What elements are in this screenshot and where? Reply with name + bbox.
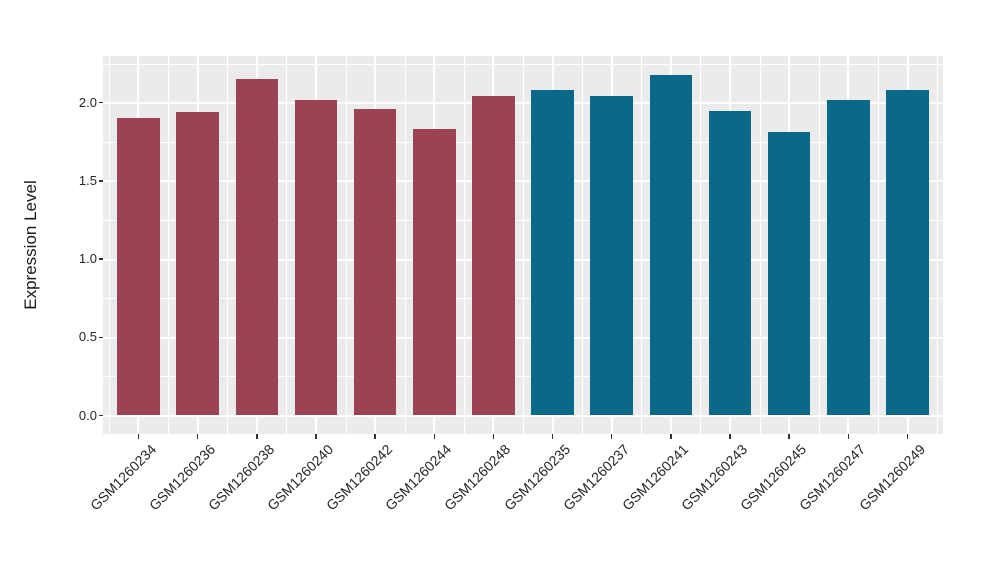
x-tick-mark [847, 434, 850, 439]
major-gridline-y [103, 180, 943, 183]
bar-GSM1260249 [886, 90, 929, 416]
minor-gridline-x [286, 56, 288, 434]
y-tick-mark [98, 258, 103, 260]
x-tick-mark [374, 434, 376, 439]
minor-gridline-x [582, 56, 584, 434]
bar-GSM1260237 [590, 96, 633, 416]
bar-GSM1260238 [235, 79, 279, 416]
minor-gridline-x [404, 56, 406, 434]
y-tick-mark [98, 101, 103, 104]
bar-GSM1260241 [649, 74, 693, 416]
major-gridline-y [103, 102, 943, 105]
minor-gridline-x [227, 56, 229, 434]
bar-GSM1260242 [353, 108, 397, 416]
minor-gridline-x [877, 56, 879, 434]
y-tick-mark [98, 336, 103, 339]
x-tick-mark [729, 434, 731, 439]
y-tick-label: 2.0 [78, 94, 97, 110]
minor-gridline-x [108, 56, 110, 434]
bar-GSM1260235 [531, 90, 574, 416]
y-tick-label: 1.5 [78, 172, 97, 188]
bar-GSM1260247 [827, 99, 870, 416]
x-tick-mark [906, 434, 909, 439]
major-gridline-y [103, 336, 943, 339]
plot-panel [103, 56, 943, 434]
minor-gridline-x [523, 56, 524, 434]
minor-gridline-x [168, 56, 170, 434]
bar-GSM1260236 [176, 112, 219, 416]
x-tick-mark [137, 434, 140, 439]
x-tick-mark [433, 434, 436, 439]
x-tick-mark [670, 434, 672, 439]
y-tick-label: 1.0 [78, 251, 97, 267]
y-axis-title: Expression Level [21, 180, 40, 310]
minor-gridline-x [818, 56, 820, 434]
minor-gridline-x [345, 56, 347, 434]
minor-gridline-x [463, 56, 465, 434]
x-tick-mark [492, 434, 495, 439]
x-tick-label: GSM1260249 [855, 441, 928, 514]
bar-GSM1260245 [767, 132, 811, 416]
x-tick-mark [196, 434, 199, 439]
x-tick-mark [788, 434, 790, 439]
minor-gridline-x [759, 56, 761, 434]
major-gridline-y [103, 258, 943, 261]
y-tick-mark [98, 180, 103, 182]
bar-GSM1260234 [117, 118, 160, 416]
x-tick-mark [256, 434, 258, 439]
x-tick-mark [551, 434, 554, 439]
y-tick-mark [98, 414, 103, 417]
minor-gridline-x [641, 56, 643, 434]
major-gridline-y [103, 415, 943, 417]
y-tick-label: 0.0 [78, 407, 97, 423]
bar-GSM1260248 [472, 96, 515, 416]
bar-GSM1260240 [294, 99, 338, 416]
y-tick-label: 0.5 [78, 329, 97, 345]
x-tick-mark [610, 434, 613, 439]
minor-gridline-x [937, 56, 939, 434]
bar-GSM1260243 [708, 110, 752, 416]
minor-gridline-x [700, 56, 702, 434]
x-tick-mark [315, 434, 317, 439]
bar-GSM1260244 [413, 129, 456, 416]
